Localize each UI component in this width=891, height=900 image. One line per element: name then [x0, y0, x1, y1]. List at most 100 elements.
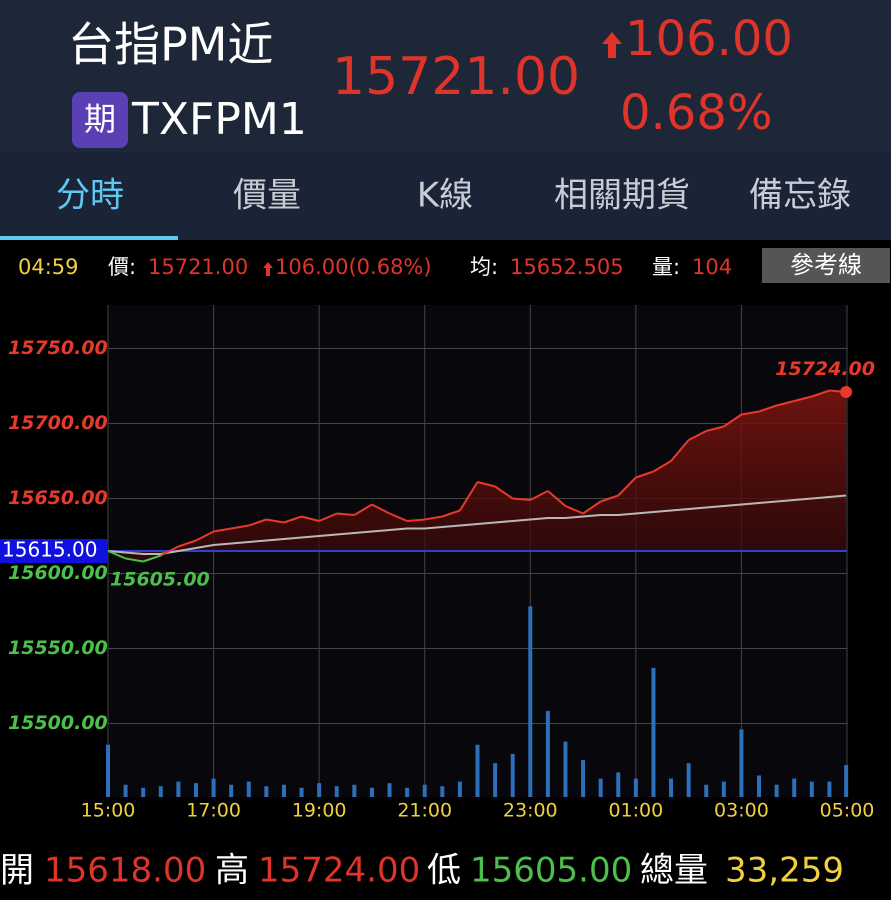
footer-open: 15618.00 [44, 851, 206, 891]
volume-bar [281, 784, 286, 797]
volume-bar [211, 778, 216, 797]
price-line [793, 395, 813, 402]
price-line [142, 554, 162, 563]
last-price-dot [840, 386, 853, 398]
price-line [160, 545, 179, 557]
volume-bar [809, 781, 814, 797]
y-tick-label: 15500.00 [8, 712, 108, 734]
y-tick-label: 15650.00 [8, 487, 108, 509]
price-line [670, 439, 690, 462]
price-line [723, 413, 742, 428]
price-line [477, 481, 496, 488]
price-line [652, 460, 672, 473]
tab[interactable]: 價量 [233, 176, 301, 216]
x-tick-label: 01:00 [608, 800, 663, 822]
tab[interactable]: 相關期貨 [554, 176, 690, 216]
volume-bar [475, 744, 480, 797]
info-label: 均: [470, 255, 498, 279]
volume-bar [317, 783, 322, 797]
volume-bar [246, 781, 251, 797]
y-tick-label: 15700.00 [8, 412, 108, 434]
volume-bar [844, 765, 849, 797]
info-change: 106.00(0.68%) [275, 255, 432, 279]
up-arrow [263, 262, 273, 276]
volume-bar [334, 786, 339, 797]
price-line [318, 512, 338, 522]
price-line [547, 490, 567, 507]
volume-bar [123, 784, 128, 797]
x-tick-label: 21:00 [397, 800, 452, 822]
price-line [336, 512, 355, 516]
tab[interactable]: 分時 [56, 176, 124, 216]
active-tab-indicator [0, 236, 178, 240]
header-bg [0, 0, 891, 152]
footer-label: 高 [215, 851, 249, 891]
y-tick-label: 15600.00 [8, 562, 108, 584]
volume-bar [774, 784, 779, 797]
price-line [230, 524, 249, 530]
tab-bar [0, 152, 891, 240]
price-line [424, 515, 443, 521]
volume-bar [686, 763, 691, 797]
x-tick-label: 23:00 [503, 800, 558, 822]
footer-high: 15724.00 [258, 851, 420, 891]
volume-bar [176, 781, 181, 797]
volume-bar [299, 787, 304, 797]
y-tick-label: 15750.00 [8, 337, 108, 359]
reference-button[interactable] [762, 248, 890, 283]
volume-bar [106, 744, 110, 797]
volume-bar [387, 783, 392, 797]
volume-bar [827, 781, 832, 797]
reference-label: 15615.00 [2, 538, 97, 562]
last-price: 15721.00 [332, 47, 580, 107]
price-line [371, 503, 390, 515]
price-line [512, 497, 531, 501]
price-line [617, 476, 637, 497]
badge-text: 期 [84, 100, 116, 138]
instrument-name: 台指PM近 [68, 18, 273, 72]
volume-bar [369, 787, 374, 797]
volume-bar [158, 786, 163, 797]
price-line [582, 500, 602, 515]
info-label: 量: [652, 255, 680, 279]
volume-bar [141, 787, 146, 797]
price-line [741, 410, 760, 416]
volume-bar [704, 784, 709, 797]
volume-bar [493, 763, 498, 797]
volume-bar [633, 778, 638, 797]
footer-label: 開 [0, 851, 34, 891]
x-tick-label: 03:00 [714, 800, 769, 822]
price-line [389, 512, 408, 522]
x-tick-label: 15:00 [81, 800, 136, 822]
footer-label: 低 [427, 851, 461, 891]
price-line [688, 430, 707, 441]
price-line [407, 518, 425, 522]
footer-total: 33,259 [725, 851, 844, 891]
reference-button-label[interactable]: 參考線 [790, 251, 862, 279]
price-line [248, 518, 267, 527]
price-line [178, 539, 197, 548]
x-tick-label: 17:00 [186, 800, 241, 822]
tab[interactable]: 備忘錄 [749, 176, 851, 216]
x-tick-label: 19:00 [292, 800, 347, 822]
volume-bar [721, 781, 726, 797]
up-arrow [602, 32, 622, 58]
price-line [301, 515, 320, 522]
price-line [565, 505, 584, 515]
high-label: 15724.00 [775, 358, 875, 380]
info-label: 價: [108, 255, 136, 279]
volume-bar [457, 781, 462, 797]
volume-bar [792, 778, 797, 797]
footer-low: 15605.00 [470, 851, 632, 891]
info-time: 04:59 [18, 255, 79, 279]
volume-bar [264, 786, 269, 797]
price-line [705, 425, 725, 432]
low-label: 15605.00 [110, 569, 210, 591]
price-line [353, 503, 373, 516]
tab[interactable]: K線 [417, 176, 473, 216]
price-line [195, 530, 215, 542]
change-pct: 0.68% [620, 85, 772, 141]
volume-bar [598, 778, 603, 797]
